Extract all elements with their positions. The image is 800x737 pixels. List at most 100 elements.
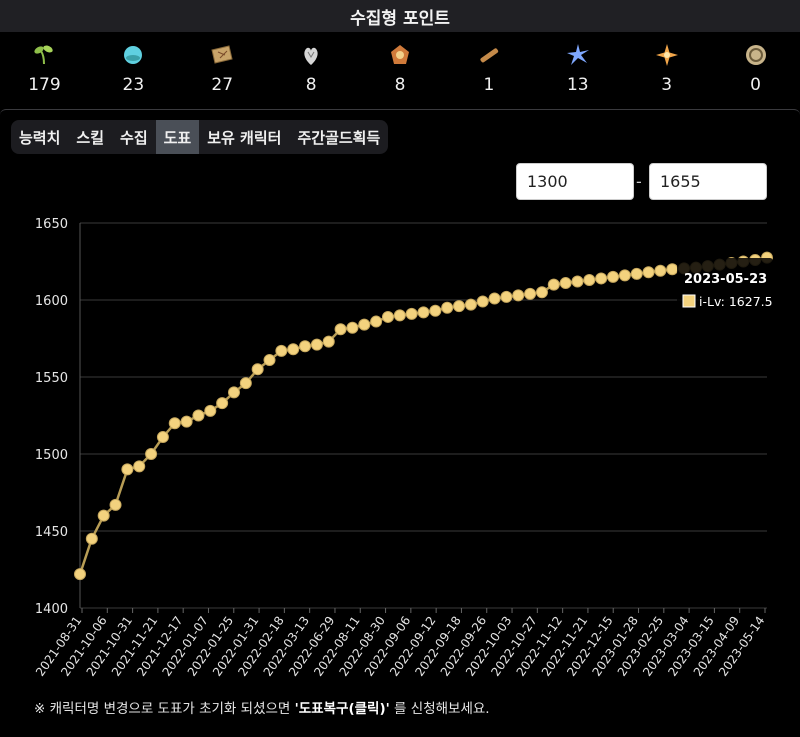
collectible-count: 23 — [122, 75, 145, 95]
footer-note-suffix: 를 신청해보세요. — [389, 701, 490, 717]
y-tick-label: 1500 — [35, 448, 68, 463]
data-point[interactable] — [299, 340, 312, 353]
restore-chart-link[interactable]: '도표복구(클릭)' — [294, 701, 390, 717]
collectible-count: 13 — [566, 75, 589, 95]
data-point[interactable] — [524, 287, 537, 300]
giant-heart-icon — [304, 47, 318, 65]
data-point[interactable] — [97, 509, 110, 522]
world-tree-leaf-icon — [566, 44, 589, 65]
data-point[interactable] — [109, 498, 122, 511]
data-point[interactable] — [322, 335, 335, 348]
data-point[interactable] — [488, 292, 501, 305]
data-point[interactable] — [310, 338, 323, 351]
treasure-map-icon — [211, 45, 233, 64]
data-point[interactable] — [227, 386, 240, 399]
series-line — [78, 256, 768, 575]
collectible-item[interactable]: 27 — [178, 36, 267, 100]
data-point[interactable] — [453, 300, 466, 313]
tab-5[interactable]: 보유 캐릭터 — [207, 128, 282, 147]
data-point[interactable] — [275, 344, 288, 357]
item-level-line-chart: 1400145015001550160016502021-08-312021-1… — [33, 217, 773, 679]
tab-2[interactable]: 스킬 — [76, 128, 105, 147]
data-point[interactable] — [512, 289, 525, 302]
data-point[interactable] — [654, 264, 667, 277]
sea-bounty-icon — [745, 45, 766, 65]
tab-4[interactable]: 도표 — [155, 120, 200, 154]
orpheus-star-icon — [655, 44, 678, 66]
data-point[interactable] — [156, 431, 169, 444]
chart-tooltip: 2023-05-23 i-Lv: 1627.5 — [677, 258, 773, 314]
data-point[interactable] — [358, 318, 371, 331]
data-point[interactable] — [559, 277, 572, 290]
data-point[interactable] — [334, 323, 347, 336]
mokoko-seed-icon — [34, 45, 54, 65]
data-point[interactable] — [476, 295, 489, 308]
data-point[interactable] — [346, 321, 359, 334]
data-point[interactable] — [464, 298, 477, 311]
range-min-input[interactable] — [516, 163, 634, 200]
art-scroll-icon — [480, 48, 499, 63]
tooltip-swatch — [682, 294, 696, 308]
collectible-item[interactable]: 13 — [533, 36, 622, 100]
data-point[interactable] — [216, 397, 229, 410]
data-point[interactable] — [287, 343, 300, 356]
data-point[interactable] — [74, 568, 86, 581]
data-point[interactable] — [405, 307, 418, 320]
range-max-input[interactable] — [649, 163, 767, 200]
y-tick-label: 1400 — [35, 602, 68, 617]
data-point[interactable] — [666, 263, 679, 276]
data-point[interactable] — [180, 415, 193, 428]
data-point[interactable] — [535, 286, 548, 299]
data-point[interactable] — [417, 306, 430, 319]
y-tick-label: 1450 — [35, 525, 68, 540]
collectible-count: 27 — [211, 75, 234, 95]
data-point[interactable] — [370, 315, 383, 328]
data-point[interactable] — [381, 310, 394, 323]
data-point[interactable] — [192, 409, 205, 422]
collectible-item[interactable]: 8 — [356, 36, 445, 100]
page-title-bar: 수집형 포인트 — [0, 0, 800, 32]
data-point[interactable] — [145, 448, 158, 460]
data-point[interactable] — [251, 363, 264, 376]
data-point[interactable] — [133, 460, 146, 473]
tooltip-background — [677, 258, 773, 314]
collectible-item[interactable]: 179 — [0, 36, 89, 100]
range-separator: - — [636, 172, 642, 191]
data-point[interactable] — [583, 273, 596, 286]
collectible-count: 1 — [483, 75, 495, 95]
data-point[interactable] — [500, 290, 513, 303]
data-point[interactable] — [607, 270, 620, 283]
collectible-count: 8 — [305, 75, 317, 95]
data-point[interactable] — [429, 304, 442, 317]
data-point[interactable] — [630, 267, 643, 280]
data-point[interactable] — [393, 309, 406, 322]
collectible-item[interactable]: 0 — [711, 36, 800, 100]
footer-note-text: ※ 캐릭터명 변경으로 도표가 초기화 되셨으면 — [34, 701, 295, 717]
tab-1[interactable]: 능력치 — [19, 128, 61, 147]
data-point[interactable] — [121, 463, 134, 476]
data-point[interactable] — [85, 532, 98, 545]
data-point[interactable] — [239, 377, 252, 390]
data-point[interactable] — [168, 417, 181, 430]
data-point[interactable] — [547, 278, 560, 291]
data-point[interactable] — [441, 301, 454, 314]
collectible-item[interactable]: 8 — [267, 36, 356, 100]
data-point[interactable] — [263, 354, 276, 367]
collectible-item[interactable]: 3 — [622, 36, 711, 100]
collectible-count: 8 — [394, 75, 406, 95]
collectible-count: 179 — [28, 75, 61, 95]
tooltip-date: 2023-05-23 — [684, 272, 767, 287]
data-point[interactable] — [571, 275, 584, 288]
collectible-item[interactable]: 1 — [444, 36, 533, 100]
data-point[interactable] — [595, 272, 608, 285]
ignea-token-icon — [391, 45, 409, 64]
data-point[interactable] — [642, 266, 655, 279]
data-point[interactable] — [618, 269, 631, 282]
y-tick-label: 1600 — [35, 294, 68, 309]
tab-6[interactable]: 주간골드획득 — [297, 128, 381, 147]
tooltip-value: i-Lv: 1627.5 — [699, 294, 773, 309]
tab-bar: 능력치 스킬 수집 도표 보유 캐릭터 주간골드획득 — [11, 120, 389, 154]
collectible-item[interactable]: 23 — [89, 36, 178, 100]
tab-3[interactable]: 수집 — [120, 128, 148, 147]
data-point[interactable] — [204, 404, 217, 417]
